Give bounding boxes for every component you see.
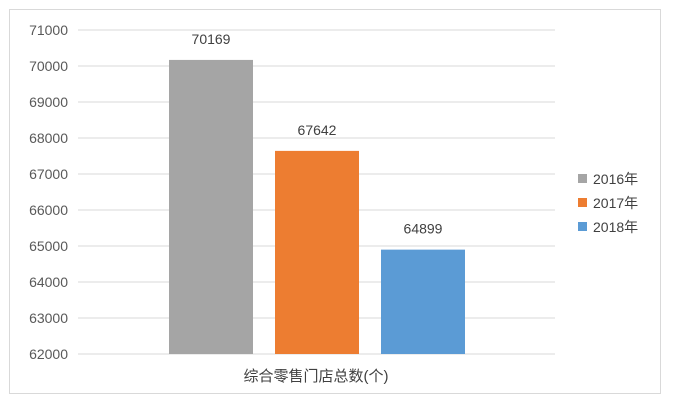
y-tick-label: 69000	[29, 94, 68, 110]
bars	[169, 59, 465, 354]
bar-2018年	[381, 249, 465, 354]
legend-swatch	[578, 222, 587, 231]
y-tick-label: 68000	[29, 130, 68, 146]
data-labels: 70169 67642 64899	[192, 31, 443, 237]
y-tick-label: 67000	[29, 166, 68, 182]
legend-entry: 2017年	[593, 195, 638, 211]
legend-entry: 2016年	[593, 171, 638, 187]
y-tick-label: 66000	[29, 202, 68, 218]
y-axis: 62000 63000 64000 65000 66000 67000 68000 69000…	[29, 22, 68, 362]
y-tick-label: 62000	[29, 346, 68, 362]
legend: 2016年 2017年 2018年	[578, 171, 638, 235]
bar-2016年	[169, 59, 253, 354]
y-tick-label: 63000	[29, 310, 68, 326]
bar-2017年	[275, 150, 359, 354]
legend-entry: 2018年	[593, 219, 638, 235]
data-label: 64899	[404, 221, 443, 237]
gridlines	[78, 29, 555, 355]
y-tick-label: 71000	[29, 22, 68, 38]
y-tick-label: 65000	[29, 238, 68, 254]
legend-swatch	[578, 174, 587, 183]
data-label: 70169	[192, 31, 231, 47]
category-label: 综合零售门店总数(个)	[244, 368, 389, 385]
y-tick-label: 70000	[29, 58, 68, 74]
legend-swatch	[578, 198, 587, 207]
data-label: 67642	[298, 122, 337, 138]
y-tick-label: 64000	[29, 274, 68, 290]
